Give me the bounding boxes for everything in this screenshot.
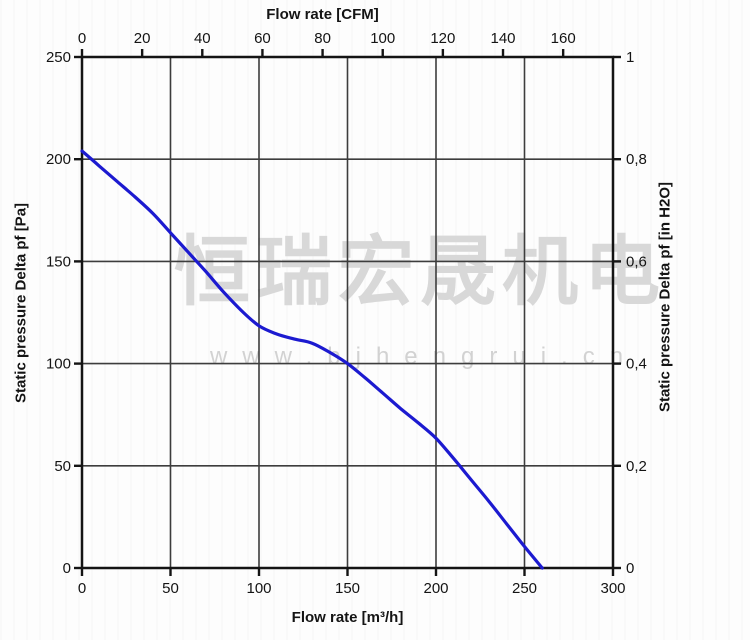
tick-label-bottom: 150 xyxy=(335,580,360,597)
tick-label-right: 0 xyxy=(626,560,634,577)
tick-label-top: 80 xyxy=(314,30,331,47)
watermark-url: www.bjhengrui.cn xyxy=(209,343,638,370)
tick-label-top: 100 xyxy=(370,30,395,47)
tick-label-left: 250 xyxy=(46,49,71,66)
tick-label-bottom: 100 xyxy=(246,580,271,597)
tick-label-left: 50 xyxy=(54,458,71,475)
tick-label-right: 0,4 xyxy=(626,356,647,373)
tick-label-left: 200 xyxy=(46,151,71,168)
tick-label-bottom: 0 xyxy=(78,580,86,597)
tick-label-top: 20 xyxy=(134,30,151,47)
tick-label-top: 160 xyxy=(551,30,576,47)
tick-label-top: 120 xyxy=(430,30,455,47)
left-axis-title: Static pressure Delta pf [Pa] xyxy=(12,202,30,404)
tick-label-right: 0,6 xyxy=(626,253,647,270)
tick-label-left: 100 xyxy=(46,356,71,373)
static-pressure-curve xyxy=(80,149,544,570)
right-axis-title: Static pressure Delta pf [in H2O] xyxy=(656,181,674,413)
tick-label-top: 0 xyxy=(78,30,86,47)
tick-label-left: 0 xyxy=(63,560,71,577)
tick-label-right: 0,8 xyxy=(626,151,647,168)
watermark-brand: 恒瑞宏晟机电 xyxy=(174,230,666,315)
tick-label-right: 1 xyxy=(626,49,634,66)
top-axis-title: Flow rate [CFM] xyxy=(266,6,379,23)
bottom-axis-title: Flow rate [m³/h] xyxy=(291,609,404,626)
tick-label-bottom: 250 xyxy=(512,580,537,597)
tick-label-bottom: 50 xyxy=(162,580,179,597)
tick-label-top: 40 xyxy=(194,30,211,47)
tick-label-bottom: 200 xyxy=(423,580,448,597)
tick-label-left: 150 xyxy=(46,253,71,270)
tick-label-bottom: 300 xyxy=(600,580,625,597)
tick-label-top: 60 xyxy=(254,30,271,47)
tick-label-top: 140 xyxy=(490,30,515,47)
tick-label-right: 0,2 xyxy=(626,458,647,475)
